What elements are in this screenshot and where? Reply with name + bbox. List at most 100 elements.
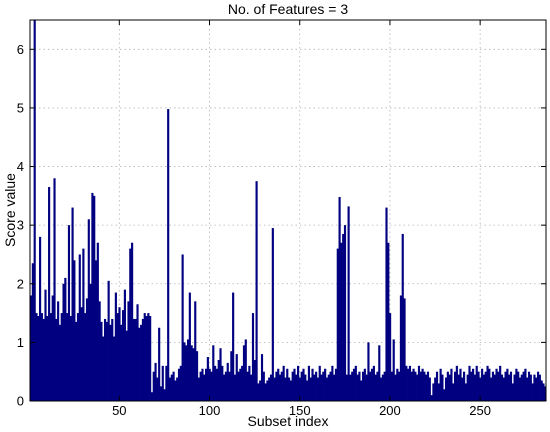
bar xyxy=(143,313,146,401)
bar xyxy=(280,371,283,401)
bar xyxy=(338,197,341,401)
bar xyxy=(208,368,211,401)
bar xyxy=(365,374,368,401)
bar xyxy=(248,365,251,401)
y-tick-label: 3 xyxy=(17,218,24,233)
bar xyxy=(49,313,52,401)
bar xyxy=(370,368,374,401)
bar xyxy=(334,368,338,401)
bar xyxy=(361,371,365,401)
bar xyxy=(109,324,112,401)
bar xyxy=(396,368,399,401)
bar xyxy=(37,316,40,401)
bar xyxy=(309,377,312,401)
bar xyxy=(201,368,204,401)
bar xyxy=(30,295,33,401)
bar xyxy=(457,374,460,401)
bar xyxy=(414,371,417,401)
bar xyxy=(264,383,267,401)
bar-series xyxy=(30,20,547,401)
bar xyxy=(398,371,401,401)
bar xyxy=(509,371,513,401)
bar xyxy=(405,365,408,401)
bar xyxy=(304,374,307,401)
bar xyxy=(73,260,76,401)
bar xyxy=(331,365,334,401)
bar xyxy=(448,374,451,401)
bar xyxy=(369,371,372,401)
bar xyxy=(161,365,164,401)
bar xyxy=(293,368,296,401)
bar xyxy=(230,351,233,401)
bar xyxy=(194,301,197,401)
bar xyxy=(297,365,300,401)
bar xyxy=(513,374,516,401)
bar xyxy=(538,374,541,401)
y-tick-label: 2 xyxy=(17,276,24,291)
bar xyxy=(450,368,453,401)
bar xyxy=(504,371,507,401)
bar xyxy=(242,345,246,401)
bar xyxy=(491,371,495,401)
bar xyxy=(132,318,135,401)
bar xyxy=(529,374,532,401)
bar xyxy=(100,321,103,401)
bar xyxy=(506,368,509,401)
bar xyxy=(315,371,318,401)
bar xyxy=(347,206,350,401)
bar xyxy=(217,359,220,401)
grid-lines xyxy=(30,20,546,401)
bar xyxy=(426,371,430,401)
bar xyxy=(269,374,273,401)
bar xyxy=(136,304,139,401)
bar xyxy=(531,383,534,401)
bar xyxy=(354,365,357,401)
bar xyxy=(291,371,294,401)
bar xyxy=(340,242,343,401)
bar xyxy=(33,20,36,401)
y-axis-label: Score value xyxy=(2,173,18,247)
bar xyxy=(536,371,540,401)
bar xyxy=(35,313,38,401)
bar xyxy=(380,377,383,401)
bar xyxy=(439,368,442,401)
bar xyxy=(82,248,85,401)
bar xyxy=(40,313,43,401)
bar xyxy=(318,365,321,401)
axis-ticks: 50 100 150 200 250 0 1 2 3 4 5 6 xyxy=(17,20,546,418)
bar xyxy=(154,362,157,401)
x-tick-label: 200 xyxy=(379,403,401,418)
bar xyxy=(407,368,410,401)
bar xyxy=(123,289,126,401)
y-tick-label: 4 xyxy=(17,159,24,174)
bar xyxy=(183,342,186,401)
bar xyxy=(168,377,172,401)
bar xyxy=(105,321,108,401)
bar xyxy=(259,380,262,401)
bar xyxy=(533,374,536,401)
bar xyxy=(352,368,356,401)
bar xyxy=(307,365,310,401)
bar xyxy=(239,368,242,401)
bar xyxy=(490,377,493,401)
bar xyxy=(502,377,505,401)
plot-frame xyxy=(29,19,547,402)
bar xyxy=(206,357,209,401)
bar xyxy=(473,374,476,401)
bar xyxy=(381,374,384,401)
bar xyxy=(372,365,375,401)
bar xyxy=(542,383,545,401)
bar xyxy=(246,371,249,401)
bar xyxy=(360,380,363,401)
x-tick-label: 250 xyxy=(469,403,491,418)
bar xyxy=(342,233,345,401)
bar xyxy=(103,318,107,401)
x-tick-label: 150 xyxy=(289,403,311,418)
bar xyxy=(522,371,525,401)
bar xyxy=(497,371,500,401)
bar xyxy=(356,374,359,401)
bar xyxy=(475,365,478,401)
bar xyxy=(421,368,424,401)
bar xyxy=(31,263,34,401)
bar xyxy=(122,310,125,401)
